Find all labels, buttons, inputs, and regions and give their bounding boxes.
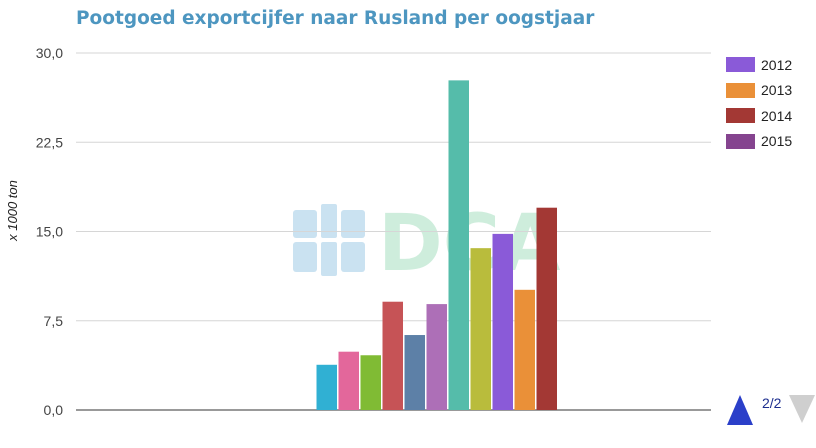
legend-swatch: [726, 57, 755, 73]
triangle-down-icon[interactable]: [788, 392, 816, 426]
legend-item-2013[interactable]: 2013: [726, 78, 792, 104]
pager-page-indicator: 2/2: [762, 395, 782, 411]
legend-item-2015[interactable]: 2015: [726, 129, 792, 155]
bar[interactable]: [470, 248, 492, 410]
bar[interactable]: [338, 351, 360, 410]
chart-title: Pootgoed exportcijfer naar Rusland per o…: [76, 8, 595, 29]
triangle-up-icon[interactable]: [726, 392, 754, 426]
bar[interactable]: [514, 289, 536, 410]
y-tick-label: 7,5: [44, 313, 64, 329]
legend-label: 2012: [761, 56, 793, 73]
legend-pager: 2/2: [726, 392, 816, 432]
watermark-text: DCA: [378, 199, 560, 289]
bar[interactable]: [360, 355, 382, 410]
bar[interactable]: [426, 304, 448, 410]
legend-label: 2015: [761, 133, 793, 150]
y-tick-label: 15,0: [36, 224, 63, 240]
legend-label: 2014: [761, 107, 793, 124]
bar[interactable]: [448, 80, 470, 411]
y-tick-label: 30,0: [36, 45, 63, 61]
legend-swatch: [726, 133, 755, 149]
legend-swatch: [726, 82, 755, 98]
y-tick-label: 22,5: [36, 134, 63, 150]
bar[interactable]: [404, 335, 426, 410]
bar[interactable]: [492, 233, 514, 410]
legend-item-2014[interactable]: 2014: [726, 103, 792, 129]
watermark-logo-icon: [293, 204, 365, 276]
dca-watermark: DCA: [293, 199, 560, 289]
legend-label: 2013: [761, 82, 793, 99]
bar[interactable]: [536, 207, 558, 410]
bar[interactable]: [316, 364, 338, 410]
legend-swatch: [726, 108, 755, 124]
bar[interactable]: [382, 301, 404, 410]
legend-item-2012[interactable]: 2012: [726, 52, 792, 78]
chart-legend: 2012 2013 2014 2015: [726, 52, 792, 154]
y-tick-label: 0,0: [44, 402, 64, 418]
